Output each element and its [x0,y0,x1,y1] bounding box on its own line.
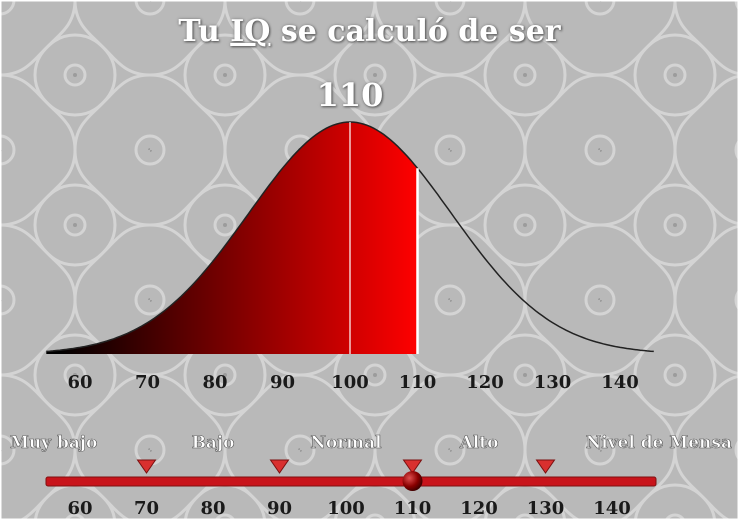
scale-boundary-marker [269,459,290,474]
x-tick-label: 70 [135,372,160,393]
score-marker-ball [402,471,423,491]
scale-category-label: Alto [459,433,499,453]
scale-tick-label: 130 [527,498,565,519]
scale-category-label: Normal [310,433,382,453]
x-tick-label: 80 [202,372,227,393]
scale-tick-label: 120 [460,498,498,519]
scale-bar [45,476,657,487]
scale-boundary-marker [535,459,556,474]
scale-boundary-marker [402,459,423,474]
scale-tick-label: 90 [267,498,292,519]
scale-category-label: Muy bajo [10,433,97,453]
scale-tick-label: 110 [394,498,432,519]
x-tick-label: 60 [67,372,92,393]
filled-area [46,122,418,354]
title-iq: IQ [230,14,271,49]
x-tick-label: 120 [466,372,504,393]
scale-tick-label: 80 [200,498,225,519]
x-tick-label: 110 [399,372,437,393]
scale-boundary-marker [136,459,157,474]
scale-tick-label: 70 [134,498,159,519]
chart-title: Tu IQ se calculó de ser [0,14,739,49]
score-value: 110 [316,76,384,114]
scale-tick-label: 60 [67,498,92,519]
x-tick-label: 100 [331,372,369,393]
title-part-3: se calculó de ser [270,14,561,49]
x-tick-label: 140 [601,372,639,393]
scale-category-label: Nivel de Mensa [586,433,732,453]
x-tick-label: 90 [270,372,295,393]
title-part-1: Tu [178,14,231,49]
scale-category-label: Bajo [192,433,235,453]
x-tick-label: 130 [534,372,572,393]
scale-tick-label: 140 [593,498,631,519]
scale-tick-label: 100 [327,498,365,519]
